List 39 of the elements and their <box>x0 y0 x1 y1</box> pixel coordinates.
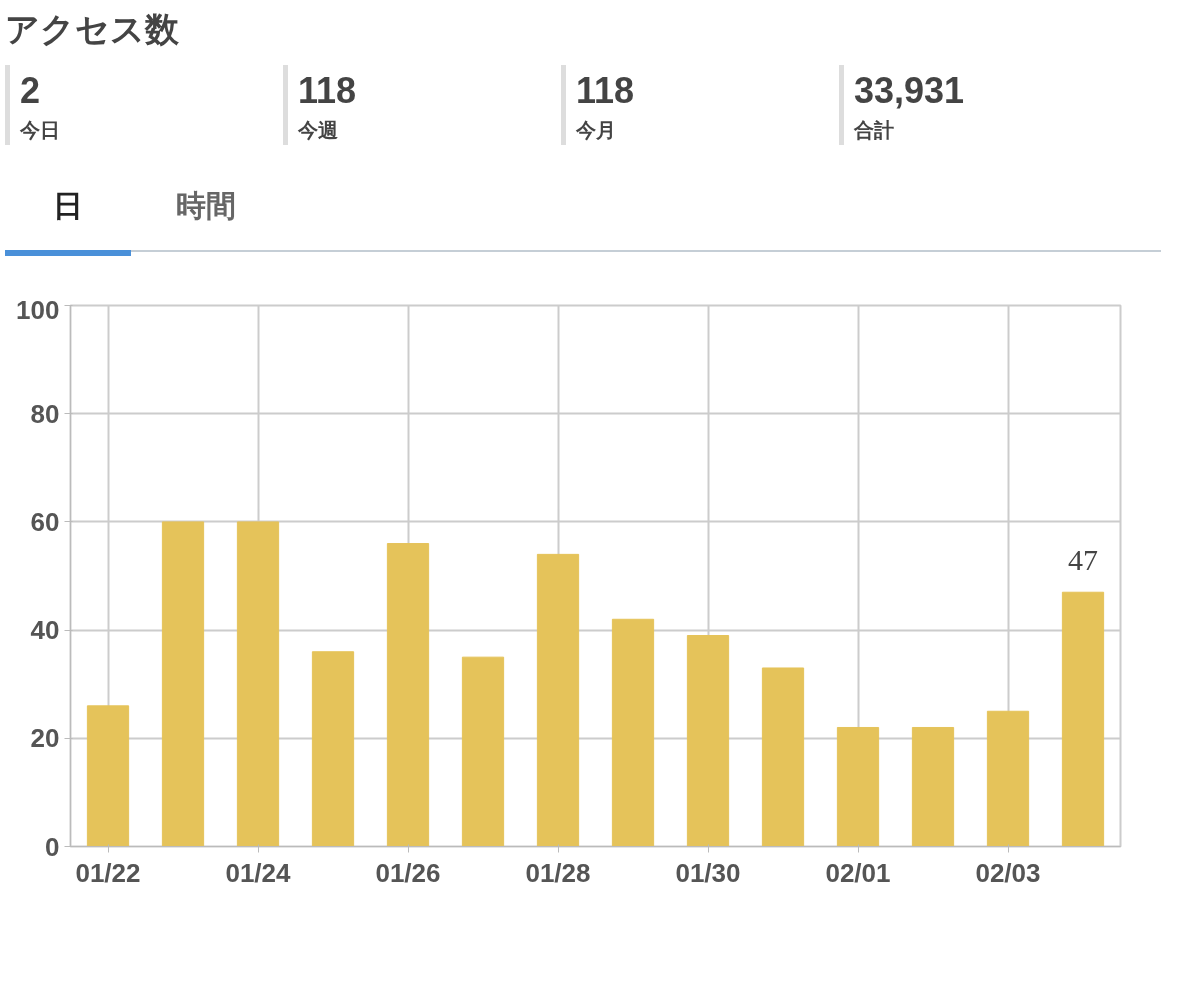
text: 33,931 <box>854 69 966 113</box>
bar <box>161 521 205 847</box>
y-tick-label: 20 <box>30 723 60 754</box>
text: 今週 <box>298 118 339 144</box>
x-tick-label: 01/28 <box>525 857 591 888</box>
data-label: 47 <box>1068 543 1098 577</box>
x-tick-label: 02/01 <box>825 857 891 888</box>
text: 時間 <box>175 189 236 222</box>
x-tick-label: 01/22 <box>75 857 141 888</box>
bar <box>461 656 505 847</box>
y-tick-label: 100 <box>16 294 60 325</box>
bar <box>86 705 130 847</box>
bar <box>761 667 805 847</box>
bar <box>536 553 580 847</box>
text: 今月 <box>576 118 617 144</box>
bar <box>386 543 430 847</box>
x-tick-label: 01/30 <box>675 857 741 888</box>
x-tick-label: 02/03 <box>975 857 1041 888</box>
text: 日 <box>53 189 83 222</box>
bar <box>236 521 280 847</box>
bar <box>911 726 955 847</box>
bar <box>986 710 1030 847</box>
text: 118 <box>298 69 358 113</box>
text: 2 <box>20 69 42 113</box>
bar <box>1061 591 1105 847</box>
x-tick-label: 01/24 <box>225 857 292 888</box>
text: 今日 <box>20 118 61 144</box>
chart-title: アクセス数 <box>5 9 179 50</box>
bar <box>686 635 730 847</box>
text: 118 <box>576 69 636 113</box>
bar <box>311 651 355 847</box>
y-tick-label: 40 <box>30 615 60 646</box>
bar <box>836 726 880 847</box>
y-tick-label: 60 <box>30 506 60 537</box>
y-tick-label: 80 <box>30 398 60 429</box>
x-tick-label: 01/26 <box>375 857 441 888</box>
text: 合計 <box>854 118 895 144</box>
y-tick-label: 0 <box>45 831 60 862</box>
bar <box>611 618 655 847</box>
